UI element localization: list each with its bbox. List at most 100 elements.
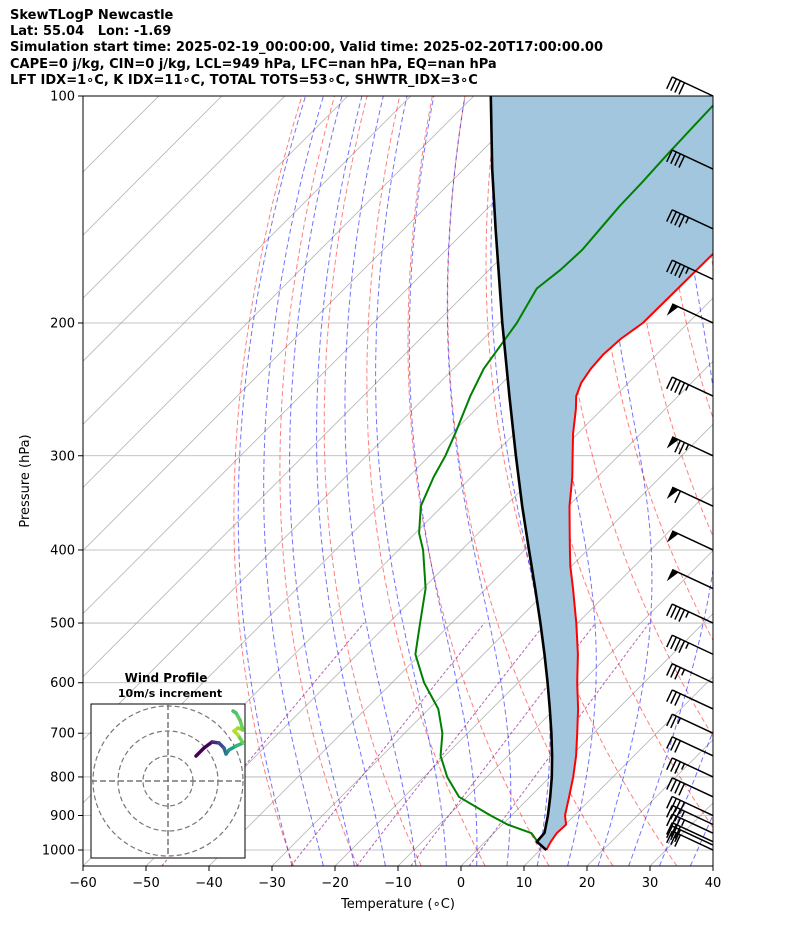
chart-header: SkewTLogP Newcastle Lat: 55.04 Lon: -1.6… xyxy=(10,8,603,89)
wind-barb xyxy=(666,436,714,457)
barb-flag xyxy=(666,689,673,703)
barb-shaft xyxy=(671,603,714,624)
barb-flag xyxy=(674,153,682,166)
dry-adiabat-line xyxy=(660,96,713,420)
barb-flag xyxy=(666,634,673,648)
barb-flag xyxy=(674,740,682,753)
station-title: SkewTLogP Newcastle xyxy=(10,8,174,23)
barb-flag xyxy=(666,757,673,771)
inset-title: Wind Profile xyxy=(125,671,208,685)
barb-half-flag xyxy=(681,819,686,827)
moist-adiabat-line xyxy=(597,96,653,866)
barb-flag xyxy=(674,490,682,504)
barb-flag xyxy=(670,151,677,165)
inset-subtitle: 10m/s increment xyxy=(118,687,222,700)
x-tick-label: −20 xyxy=(321,876,348,891)
wind-barb xyxy=(666,259,714,280)
moist-adiabat-line xyxy=(237,96,306,866)
wind-barbs xyxy=(666,76,714,851)
barb-pennant xyxy=(666,569,679,582)
barb-flag xyxy=(674,80,682,93)
barb-flag xyxy=(666,736,673,749)
x-tick-label: 20 xyxy=(579,876,596,891)
dry-adiabat-line xyxy=(279,96,358,866)
barb-flag xyxy=(674,213,682,226)
barb-flag xyxy=(670,738,677,751)
barb-shaft xyxy=(671,303,714,324)
wind-profile-inset: Wind Profile 10m/s increment xyxy=(90,671,246,859)
barb-flag xyxy=(666,796,673,809)
y-tick-label: 500 xyxy=(50,617,75,632)
wind-barb xyxy=(666,149,714,170)
wind-barb xyxy=(666,777,714,798)
barb-shaft xyxy=(671,663,714,684)
x-tick-label: −50 xyxy=(132,876,159,891)
moist-adiabat-line xyxy=(658,730,713,866)
barb-flag xyxy=(670,798,677,811)
x-tick-label: 30 xyxy=(642,876,659,891)
dry-adiabat-line xyxy=(407,96,550,866)
barb-flag xyxy=(670,691,677,704)
barb-flag xyxy=(678,609,686,622)
location-line: Lat: 55.04 Lon: -1.69 xyxy=(10,24,172,40)
moist-adiabat-line xyxy=(263,96,324,866)
barb-flag xyxy=(670,211,677,224)
y-tick-label: 800 xyxy=(50,770,75,785)
x-tick-label: 40 xyxy=(705,876,722,891)
moist-adiabat-line xyxy=(446,96,512,866)
isotherm-line xyxy=(208,360,713,866)
barb-pennant xyxy=(666,487,679,500)
barb-flag xyxy=(674,834,682,847)
barb-flag xyxy=(678,783,686,796)
barb-pennant xyxy=(666,303,679,316)
isotherm-line xyxy=(83,96,349,362)
barb-flag xyxy=(666,259,673,273)
barb-shaft xyxy=(671,777,714,798)
moist-adiabat-line xyxy=(628,96,713,866)
barb-half-flag xyxy=(685,384,690,391)
barb-flag xyxy=(674,829,682,842)
barb-flag xyxy=(674,761,682,774)
barb-flag xyxy=(666,813,673,827)
isotherm-line xyxy=(397,549,713,866)
barb-flag xyxy=(670,815,677,829)
wind-barb xyxy=(666,486,714,507)
barb-flag xyxy=(670,759,677,772)
x-tick-label: −10 xyxy=(384,876,411,891)
y-tick-label: 1000 xyxy=(42,844,75,859)
wind-barb xyxy=(666,76,714,97)
moist-adiabat-line xyxy=(490,96,551,866)
cape-line: CAPE=0 j/kg, CIN=0 j/kg, LCL=949 hPa, LF… xyxy=(10,56,497,72)
barb-flag xyxy=(678,155,686,168)
y-tick-label: 600 xyxy=(50,676,75,691)
wind-barb xyxy=(666,663,714,684)
isotherm-line xyxy=(83,96,601,615)
barb-half-flag xyxy=(685,611,690,618)
barb-shaft xyxy=(671,436,714,457)
x-tick-label: −60 xyxy=(69,876,96,891)
mixing-ratio-line xyxy=(356,622,546,866)
barb-shaft xyxy=(671,689,714,710)
barb-shaft xyxy=(671,813,714,834)
barb-flag xyxy=(666,603,673,617)
barb-shaft xyxy=(671,713,714,734)
isotherm-line xyxy=(460,613,713,866)
isotherm-line xyxy=(523,676,713,866)
barb-flag xyxy=(674,440,682,453)
barb-pennant xyxy=(666,530,679,543)
wind-barb xyxy=(666,376,714,397)
wind-barb xyxy=(666,795,714,817)
y-axis-label: Pressure (hPa) xyxy=(18,434,33,527)
wind-barb xyxy=(666,713,714,734)
isotherm-line xyxy=(334,486,713,866)
barb-flag xyxy=(674,781,682,794)
mixing-ratio-line xyxy=(290,622,485,866)
barb-half-flag xyxy=(685,267,690,275)
barb-flag xyxy=(674,826,682,839)
barb-flag xyxy=(674,693,682,706)
barb-shaft xyxy=(671,530,714,551)
barb-flag xyxy=(670,665,677,678)
barb-flag xyxy=(666,713,673,727)
barb-half-flag xyxy=(685,444,690,451)
